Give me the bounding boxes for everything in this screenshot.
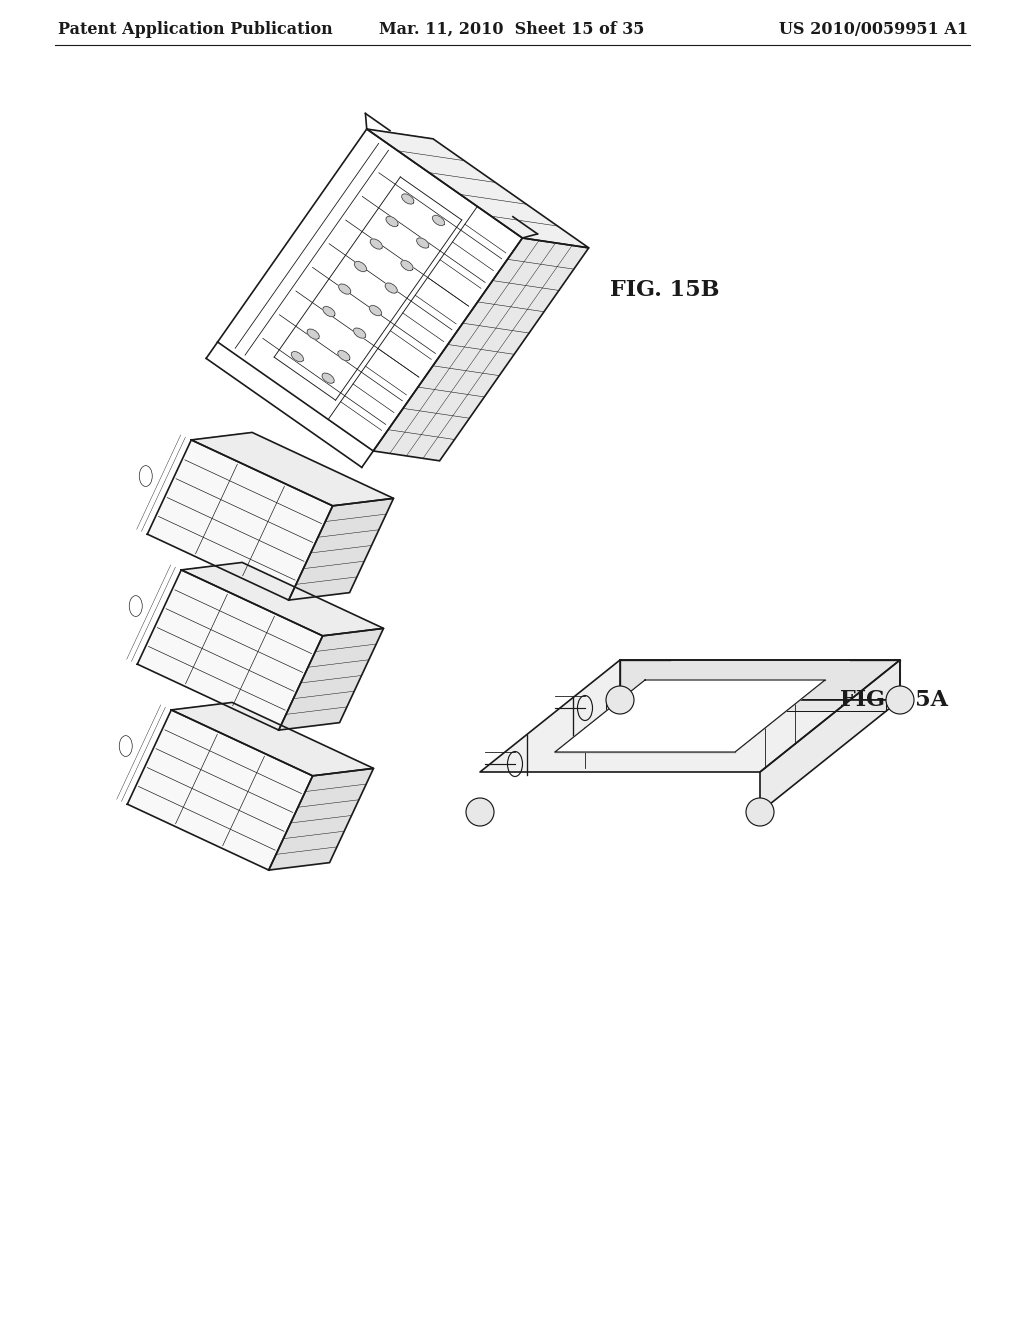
- Polygon shape: [432, 215, 444, 226]
- Polygon shape: [289, 499, 393, 601]
- Polygon shape: [620, 660, 900, 700]
- Polygon shape: [279, 628, 384, 730]
- Text: FIG. 15A: FIG. 15A: [840, 689, 948, 711]
- Polygon shape: [555, 680, 825, 752]
- Polygon shape: [401, 194, 414, 205]
- Polygon shape: [127, 710, 312, 870]
- Polygon shape: [370, 305, 382, 315]
- Polygon shape: [353, 327, 366, 338]
- Polygon shape: [147, 440, 333, 601]
- Polygon shape: [385, 282, 397, 293]
- Polygon shape: [354, 261, 367, 272]
- Polygon shape: [338, 351, 350, 360]
- Text: FIG. 15B: FIG. 15B: [610, 279, 720, 301]
- Text: Mar. 11, 2010  Sheet 15 of 35: Mar. 11, 2010 Sheet 15 of 35: [379, 21, 645, 37]
- Polygon shape: [137, 570, 323, 730]
- Text: US 2010/0059951 A1: US 2010/0059951 A1: [779, 21, 968, 37]
- Polygon shape: [367, 129, 589, 248]
- Polygon shape: [218, 129, 522, 451]
- Circle shape: [466, 799, 494, 826]
- Polygon shape: [606, 700, 886, 711]
- Polygon shape: [291, 351, 303, 362]
- Polygon shape: [171, 702, 374, 776]
- Polygon shape: [191, 433, 393, 506]
- Circle shape: [746, 799, 774, 826]
- Polygon shape: [417, 238, 429, 248]
- Polygon shape: [374, 238, 589, 461]
- Polygon shape: [268, 768, 374, 870]
- Polygon shape: [181, 562, 384, 636]
- Polygon shape: [400, 260, 413, 271]
- Polygon shape: [386, 216, 398, 227]
- Polygon shape: [323, 306, 335, 317]
- Polygon shape: [339, 284, 351, 294]
- Polygon shape: [307, 329, 319, 339]
- Polygon shape: [760, 660, 900, 812]
- Text: Patent Application Publication: Patent Application Publication: [58, 21, 333, 37]
- Polygon shape: [480, 660, 900, 772]
- Circle shape: [606, 686, 634, 714]
- Polygon shape: [370, 239, 382, 249]
- Polygon shape: [322, 374, 334, 383]
- Circle shape: [886, 686, 914, 714]
